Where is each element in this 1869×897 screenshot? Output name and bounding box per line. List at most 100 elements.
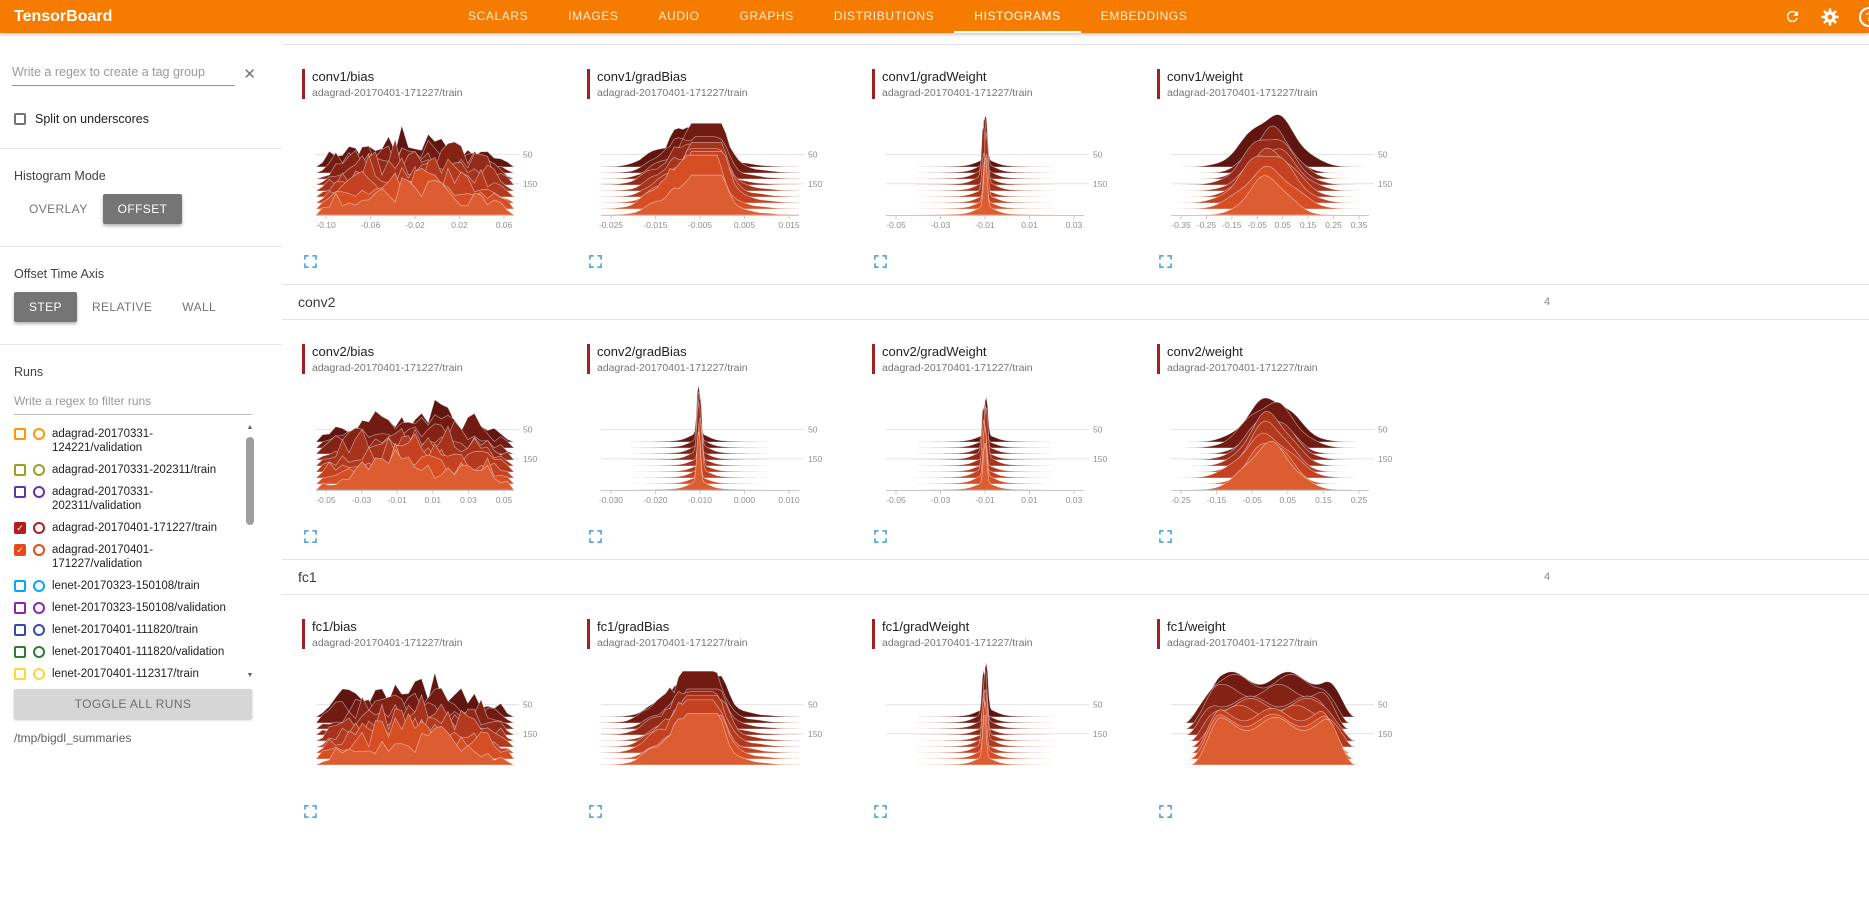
histogram-chart[interactable]: 50 150 -0.030 -0.020 -0.010 0.000 0.010 xyxy=(587,380,845,526)
run-checkbox[interactable] xyxy=(14,464,26,476)
svg-text:0.03: 0.03 xyxy=(1066,495,1083,505)
expand-icon[interactable] xyxy=(589,530,602,543)
run-radio[interactable] xyxy=(33,580,45,592)
svg-text:50: 50 xyxy=(1378,150,1388,160)
expand-icon[interactable] xyxy=(1159,530,1172,543)
clear-icon[interactable]: ✕ xyxy=(243,66,256,83)
run-item[interactable]: adagrad-20170331-202311/validation xyxy=(14,481,238,517)
histogram-chart[interactable]: 50 150 -0.05 -0.03 -0.01 0.01 0.03 0.05 xyxy=(302,380,560,526)
svg-text:-0.06: -0.06 xyxy=(361,220,381,230)
run-checkbox[interactable] xyxy=(14,428,26,440)
run-checkbox[interactable] xyxy=(14,580,26,592)
histogram-card: conv1/weight adagrad-20170401-171227/trai… xyxy=(1147,59,1428,268)
button-relative[interactable]: RELATIVE xyxy=(91,300,153,314)
run-radio[interactable] xyxy=(33,624,45,636)
button-offset[interactable]: OFFSET xyxy=(102,194,183,224)
run-checkbox[interactable] xyxy=(14,646,26,658)
run-item[interactable]: lenet-20170323-150108/train xyxy=(14,575,238,597)
section-header-conv2[interactable]: conv2 4 xyxy=(282,284,1869,320)
histogram-chart[interactable]: 50 150 -0.05 -0.03 -0.01 0.01 0.03 xyxy=(872,105,1130,251)
run-checkbox[interactable] xyxy=(14,624,26,636)
section-count: 4 xyxy=(1544,571,1551,583)
run-item[interactable]: lenet-20170401-112317/train xyxy=(14,663,238,681)
svg-text:50: 50 xyxy=(1093,150,1103,160)
run-filter-row xyxy=(14,390,252,415)
histogram-chart[interactable]: 50 150 -0.25 -0.15 -0.05 0.05 0.15 0.25 xyxy=(1157,380,1415,526)
histogram-chart[interactable]: 50 150 -0.05 -0.03 -0.01 0.01 0.03 xyxy=(872,380,1130,526)
svg-text:-0.10: -0.10 xyxy=(316,220,336,230)
tab-scalars[interactable]: SCALARS xyxy=(468,8,529,23)
histogram-card: conv2/gradWeight adagrad-20170401-171227/… xyxy=(862,334,1143,543)
run-item[interactable]: adagrad-20170331-124221/validation xyxy=(14,423,238,459)
expand-icon[interactable] xyxy=(589,805,602,818)
split-underscores-checkbox[interactable]: Split on underscores xyxy=(14,112,268,126)
expand-icon[interactable] xyxy=(874,530,887,543)
run-item[interactable]: ✓ adagrad-20170401-171227/train xyxy=(14,517,238,539)
svg-text:0.35: 0.35 xyxy=(1351,220,1368,230)
run-item[interactable]: lenet-20170401-111820/validation xyxy=(14,641,238,663)
button-overlay[interactable]: OVERLAY xyxy=(29,202,88,216)
run-radio[interactable] xyxy=(33,428,45,440)
settings-gear-icon[interactable] xyxy=(1821,7,1839,26)
tag-filter-input[interactable] xyxy=(12,61,236,86)
scroll-up-icon[interactable]: ▲ xyxy=(246,424,254,431)
run-radio[interactable] xyxy=(33,522,45,534)
histogram-chart[interactable]: 50 150 xyxy=(587,655,845,801)
expand-icon[interactable] xyxy=(304,805,317,818)
run-checkbox[interactable] xyxy=(14,602,26,614)
run-item[interactable]: lenet-20170323-150108/validation xyxy=(14,597,238,619)
svg-text:-0.03: -0.03 xyxy=(931,495,951,505)
histogram-chart[interactable]: 50 150 -0.10 -0.06 -0.02 0.02 0.06 xyxy=(302,105,560,251)
help-icon[interactable]: ? xyxy=(1859,6,1869,27)
run-radio[interactable] xyxy=(33,486,45,498)
tab-graphs[interactable]: GRAPHS xyxy=(739,8,794,23)
run-checkbox[interactable]: ✓ xyxy=(14,544,26,556)
expand-icon[interactable] xyxy=(589,255,602,268)
scrollbar-thumb[interactable] xyxy=(246,437,254,525)
run-filter-input[interactable] xyxy=(14,390,252,415)
tab-distributions[interactable]: DISTRIBUTIONS xyxy=(833,8,935,23)
svg-text:-0.01: -0.01 xyxy=(975,220,995,230)
run-radio[interactable] xyxy=(33,464,45,476)
run-radio[interactable] xyxy=(33,544,45,556)
run-radio[interactable] xyxy=(33,668,45,680)
run-item[interactable]: adagrad-20170331-202311/train xyxy=(14,459,238,481)
card-title: conv1/gradWeight xyxy=(882,69,987,84)
run-radio[interactable] xyxy=(33,646,45,658)
histogram-chart[interactable]: 50 150 -0.025 -0.015 -0.005 0.005 0.015 xyxy=(587,105,845,251)
run-checkbox[interactable] xyxy=(14,486,26,498)
tab-audio[interactable]: AUDIO xyxy=(658,8,700,23)
tab-images[interactable]: IMAGES xyxy=(568,8,619,23)
scroll-down-icon[interactable]: ▼ xyxy=(246,672,254,679)
section-header-fc1[interactable]: fc1 4 xyxy=(282,559,1869,595)
expand-icon[interactable] xyxy=(1159,255,1172,268)
histogram-chart[interactable]: 50 150 xyxy=(872,655,1130,801)
run-item[interactable]: ✓ adagrad-20170401-171227/validation xyxy=(14,539,238,575)
histogram-chart[interactable]: 50 150 xyxy=(1157,655,1415,801)
expand-icon[interactable] xyxy=(304,530,317,543)
expand-icon[interactable] xyxy=(1159,805,1172,818)
card-header: conv1/bias adagrad-20170401-171227/train xyxy=(302,69,573,99)
run-list-scrollbar[interactable]: ▲ ▼ xyxy=(244,423,256,681)
histogram-mode-label: Histogram Mode xyxy=(14,169,106,183)
svg-text:0.005: 0.005 xyxy=(734,220,756,230)
divider xyxy=(0,344,282,345)
section-name: fc1 xyxy=(298,569,317,585)
toggle-all-runs-button[interactable]: TOGGLE ALL RUNS xyxy=(14,689,252,719)
run-label: adagrad-20170331-124221/validation xyxy=(52,428,154,454)
button-step[interactable]: STEP xyxy=(14,292,77,322)
histogram-card: conv1/gradWeight adagrad-20170401-171227/… xyxy=(862,59,1143,268)
tab-embeddings[interactable]: EMBEDDINGS xyxy=(1100,8,1188,23)
histogram-chart[interactable]: 50 150 xyxy=(302,655,560,801)
expand-icon[interactable] xyxy=(874,805,887,818)
histogram-chart[interactable]: 50 150 -0.35 -0.25 -0.15 -0.05 0.05 0.15 0.25 0.3… xyxy=(1157,105,1415,251)
expand-icon[interactable] xyxy=(874,255,887,268)
run-checkbox[interactable] xyxy=(14,668,26,680)
refresh-icon[interactable] xyxy=(1784,8,1801,25)
expand-icon[interactable] xyxy=(304,255,317,268)
run-checkbox[interactable]: ✓ xyxy=(14,522,26,534)
tab-histograms[interactable]: HISTOGRAMS xyxy=(954,0,1081,33)
button-wall[interactable]: WALL xyxy=(182,300,217,314)
run-item[interactable]: lenet-20170401-111820/train xyxy=(14,619,238,641)
run-radio[interactable] xyxy=(33,602,45,614)
